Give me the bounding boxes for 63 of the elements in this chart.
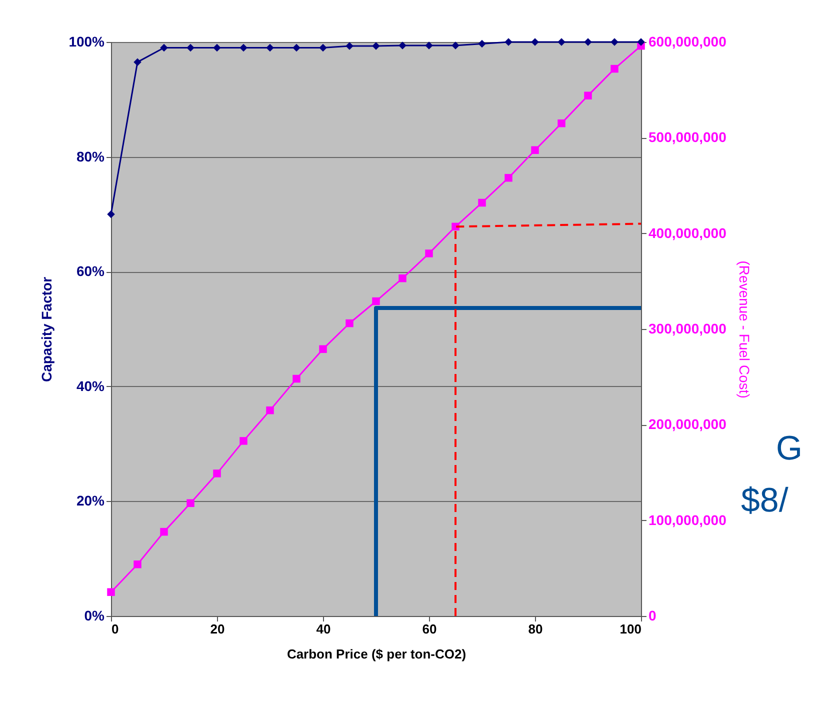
point [292,374,300,383]
point [240,437,248,445]
point [240,44,248,52]
x-tick-label: 0 [112,622,119,636]
y-tick-label: 20% [76,492,106,509]
y-tick-label: 0% [84,608,106,624]
y2-tick-label: 600,000,000 [648,34,727,50]
point [531,146,539,154]
point [531,38,539,46]
y-tick-label: 40% [76,378,106,394]
x-tick-label: 20 [210,622,225,636]
y2-tick-label: 300,000,000 [648,320,727,336]
point [266,44,274,52]
point [398,42,406,50]
point [558,38,566,46]
y-axis-title: Capacity Factor [38,276,55,382]
y-tick-label: 80% [76,148,106,164]
point [266,406,274,414]
point [213,470,221,478]
point [425,250,433,258]
x-tick-label: 80 [528,622,543,636]
point [107,210,115,218]
point [398,274,406,282]
point [372,42,380,50]
point [584,38,592,46]
point [558,119,566,128]
x-tick-label: 40 [316,622,331,636]
y2-tick-label: 0 [648,608,656,624]
x-tick-label: 100 [620,622,642,636]
point [160,528,168,536]
point [134,560,142,568]
y2-axis-title: (Revenue - Fuel Cost) [736,260,752,398]
point [107,588,115,596]
y-tick-label: 60% [76,263,106,280]
point [478,40,486,48]
y2-tick-label: 500,000,000 [648,129,727,146]
x-axis-title: Carbon Price ($ per ton-CO2) [286,646,466,662]
point [610,38,618,46]
y2-tick-label: 400,000,000 [648,224,727,241]
text: G [776,430,802,468]
y-tick-label: 100% [68,34,106,50]
point [478,198,486,207]
point [584,92,592,100]
point [425,42,433,50]
point [186,499,194,507]
point [319,345,327,353]
text: $8/ [741,482,789,520]
point [504,174,512,182]
point [452,42,460,50]
point [346,319,354,328]
point [134,58,142,66]
point [504,38,512,46]
point [346,42,354,50]
x-tick-label: 60 [422,622,437,636]
point [372,297,380,306]
y2-tick-label: 100,000,000 [648,512,727,528]
y2-tick-label: 200,000,000 [648,416,727,432]
point [186,44,194,52]
point [160,44,168,52]
point [319,44,327,52]
point [292,44,300,52]
point [213,44,221,52]
point [610,64,618,73]
